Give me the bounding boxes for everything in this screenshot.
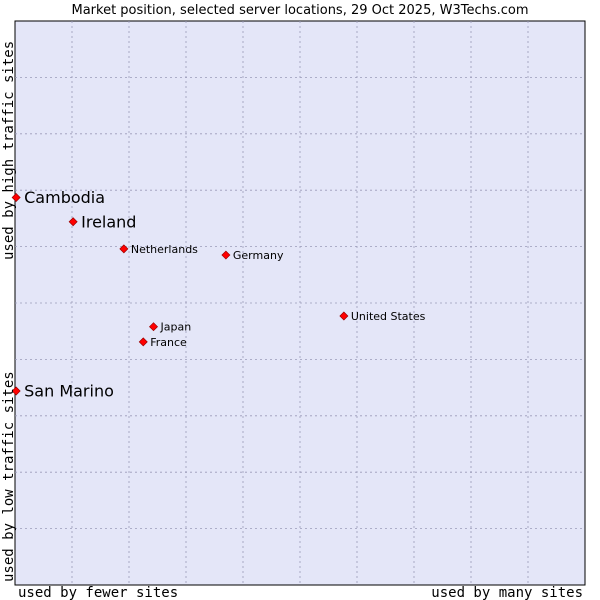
chart-title: Market position, selected server locatio…: [71, 3, 528, 18]
label-united-states: United States: [351, 310, 426, 323]
point-japan: Japan: [149, 321, 192, 334]
marker-japan: [149, 322, 159, 332]
marker-united-states: [339, 311, 349, 321]
marker-ireland: [68, 217, 78, 227]
marker-france: [138, 337, 148, 347]
label-france: France: [150, 336, 187, 349]
x-axis-label-right: used by many sites: [431, 585, 583, 600]
y-axis-label-bottom: used by low traffic sites: [1, 371, 17, 582]
point-netherlands: Netherlands: [119, 243, 198, 256]
point-france: France: [138, 336, 187, 349]
marker-germany: [221, 250, 231, 260]
point-ireland: Ireland: [68, 212, 136, 231]
label-cambodia: Cambodia: [24, 188, 105, 207]
grid-lines: [15, 21, 585, 585]
label-germany: Germany: [233, 249, 284, 262]
label-japan: Japan: [160, 321, 192, 334]
marker-cambodia: [11, 193, 21, 203]
point-united-states: United States: [339, 310, 426, 323]
marker-netherlands: [119, 244, 129, 254]
label-san-marino: San Marino: [24, 381, 114, 400]
point-cambodia: Cambodia: [11, 188, 105, 207]
x-axis-label-left: used by fewer sites: [18, 585, 178, 600]
label-ireland: Ireland: [81, 212, 136, 231]
data-points: Cambodia Ireland San Marino Netherlands Germ…: [11, 188, 426, 400]
marker-san-marino: [11, 386, 21, 396]
point-san-marino: San Marino: [11, 381, 114, 400]
point-germany: Germany: [221, 249, 284, 262]
label-netherlands: Netherlands: [131, 243, 198, 256]
y-axis-label-top: used by high traffic sites: [1, 41, 17, 260]
